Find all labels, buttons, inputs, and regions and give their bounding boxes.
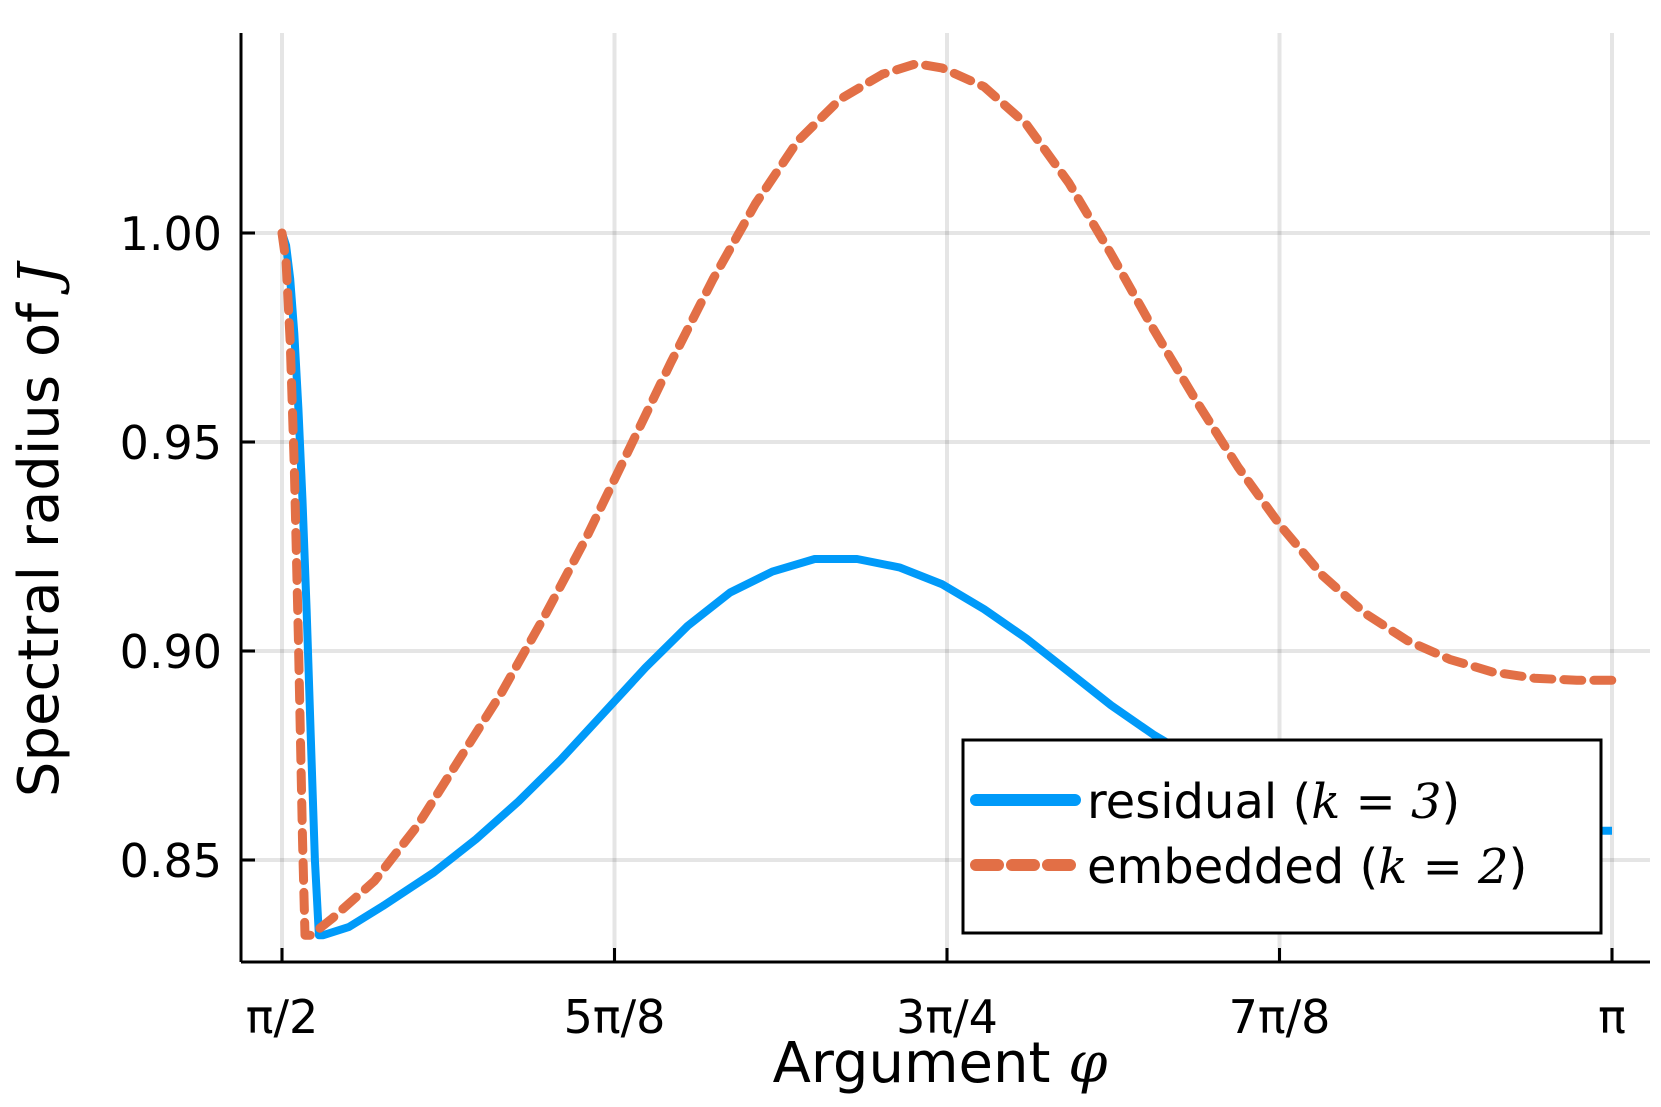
x-tick-label: π <box>1598 990 1626 1044</box>
grid-lines <box>241 33 1650 962</box>
legend-box <box>961 738 1603 935</box>
legend-label-embedded: embedded (k = 2) <box>1087 839 1527 895</box>
y-tick-label: 1.00 <box>120 207 222 261</box>
x-tick-label: 5π/8 <box>564 990 666 1044</box>
tick-labels: π/2 5π/8 3π/4 7π/8 π 0.85 0.90 0.95 1.00 <box>120 207 1626 1044</box>
y-axis-title: Spectral radius of J <box>7 259 72 797</box>
tick-marks <box>241 231 1614 962</box>
x-tick-label: 7π/8 <box>1229 990 1331 1044</box>
legend: residual (k = 3) embedded (k = 2) <box>961 738 1603 935</box>
y-tick-label: 0.85 <box>120 834 222 888</box>
y-tick-label: 0.95 <box>120 416 222 470</box>
legend-label-residual: residual (k = 3) <box>1087 774 1460 830</box>
x-axis-title: Argument φ <box>773 1031 1108 1096</box>
x-tick-label: 3π/4 <box>896 990 998 1044</box>
y-tick-label: 0.90 <box>120 625 222 679</box>
series-line-embedded <box>277 59 1617 940</box>
x-tick-label: π/2 <box>246 990 318 1044</box>
